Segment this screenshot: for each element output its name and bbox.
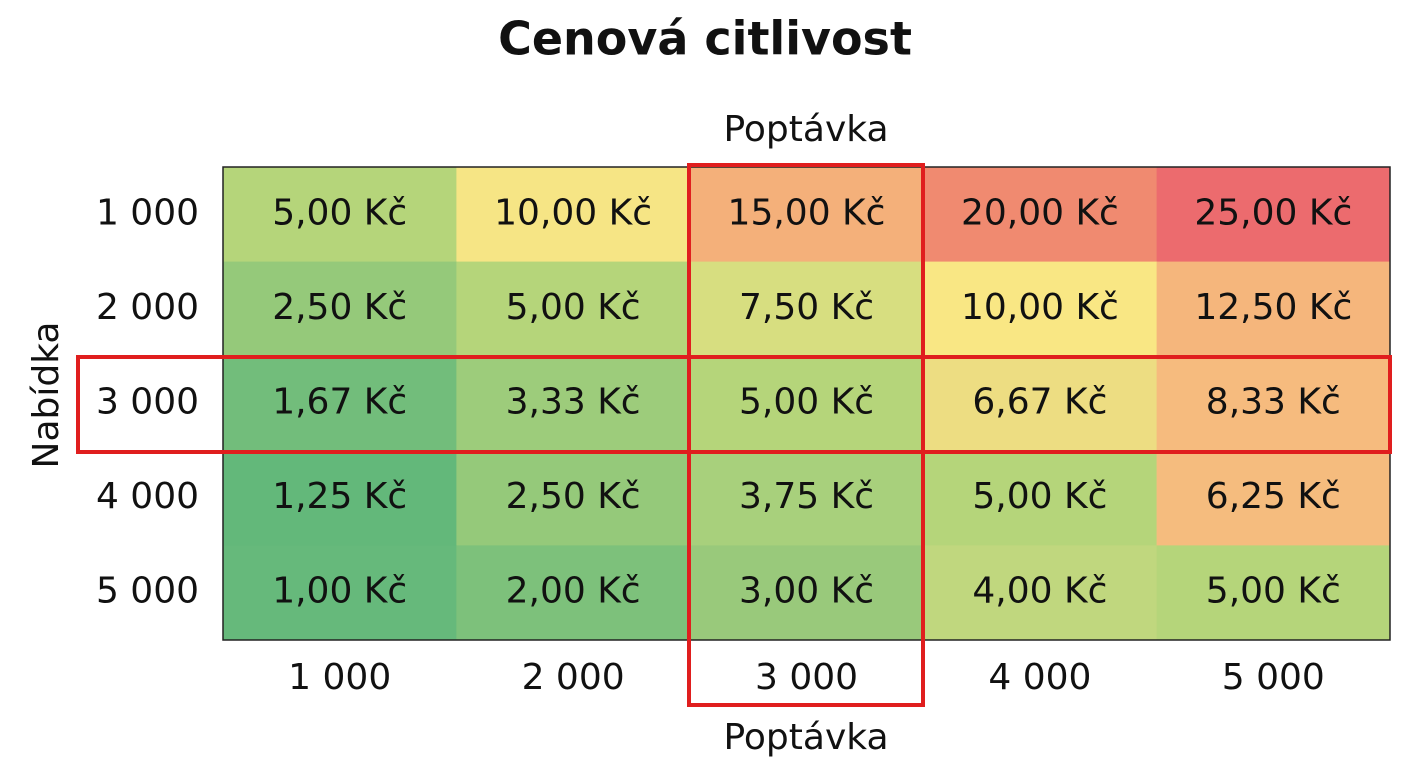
cell-value: 12,50 Kč — [1194, 287, 1352, 328]
cells: 5,00 Kč 10,00 Kč 15,00 Kč 20,00 Kč 25,00 Kč 2… — [223, 167, 1391, 641]
cell — [456, 261, 691, 357]
column-title-top: Poptávka — [723, 109, 888, 150]
labels: 1 000 2 000 3 000 4 000 5 000 1 000 2 000 3 000… — [96, 192, 1325, 698]
cell-value: 8,33 Kč — [1206, 382, 1341, 423]
cell — [456, 545, 691, 641]
cell-value: 15,00 Kč — [728, 192, 886, 233]
row-label: 2 000 — [96, 287, 199, 328]
cell-value: 7,50 Kč — [739, 287, 874, 328]
cell — [1156, 450, 1391, 546]
row-title: Nabídka — [26, 322, 67, 469]
cell-value: 1,00 Kč — [272, 571, 407, 612]
row-highlight — [76, 355, 1392, 454]
cell-value: 3,33 Kč — [506, 382, 641, 423]
cell-value: 5,00 Kč — [972, 476, 1107, 517]
cell-value: 10,00 Kč — [494, 192, 652, 233]
row-label: 3 000 — [96, 382, 199, 423]
cell — [923, 545, 1158, 641]
cell — [223, 356, 457, 452]
cell-value: 5,00 Kč — [272, 192, 407, 233]
cell-value: 2,50 Kč — [506, 476, 641, 517]
column-label: 4 000 — [988, 657, 1091, 698]
row-label: 5 000 — [96, 571, 199, 612]
cell — [223, 261, 457, 357]
cell — [923, 261, 1158, 357]
cell-value: 5,00 Kč — [1206, 571, 1341, 612]
cell — [223, 545, 457, 641]
column-label: 2 000 — [522, 657, 625, 698]
column-title-bottom: Poptávka — [723, 717, 888, 758]
cell-value: 3,00 Kč — [739, 571, 874, 612]
cell — [456, 356, 691, 452]
cell — [689, 356, 924, 452]
cell — [689, 545, 924, 641]
cell-value: 10,00 Kč — [961, 287, 1119, 328]
cell — [1156, 545, 1391, 641]
title: Cenová citlivost — [498, 12, 912, 66]
cell-value: 3,75 Kč — [739, 476, 874, 517]
cell — [1156, 167, 1391, 263]
cell — [689, 167, 924, 263]
cell-value: 6,67 Kč — [972, 382, 1107, 423]
cell-value: 2,00 Kč — [506, 571, 641, 612]
cell — [689, 261, 924, 357]
cell — [923, 450, 1158, 546]
column-label: 1 000 — [288, 657, 391, 698]
cell — [923, 356, 1158, 452]
cell — [689, 450, 924, 546]
cell-value: 20,00 Kč — [961, 192, 1119, 233]
cell-value: 25,00 Kč — [1194, 192, 1352, 233]
cell — [456, 450, 691, 546]
cell-value: 1,25 Kč — [272, 476, 407, 517]
row-label: 4 000 — [96, 476, 199, 517]
column-highlight — [687, 163, 925, 707]
cell-value: 6,25 Kč — [1206, 476, 1341, 517]
cell — [223, 450, 457, 546]
cell-value: 1,67 Kč — [272, 382, 407, 423]
column-label: 5 000 — [1222, 657, 1325, 698]
cell — [456, 167, 691, 263]
cell-value: 4,00 Kč — [972, 571, 1107, 612]
row-label: 1 000 — [96, 192, 199, 233]
column-label: 3 000 — [755, 657, 858, 698]
cell — [223, 167, 457, 263]
cell — [923, 167, 1158, 263]
cell-value: 5,00 Kč — [506, 287, 641, 328]
cell — [1156, 356, 1391, 452]
cell — [1156, 261, 1391, 357]
cell-value: 2,50 Kč — [272, 287, 407, 328]
cell-value: 5,00 Kč — [739, 382, 874, 423]
